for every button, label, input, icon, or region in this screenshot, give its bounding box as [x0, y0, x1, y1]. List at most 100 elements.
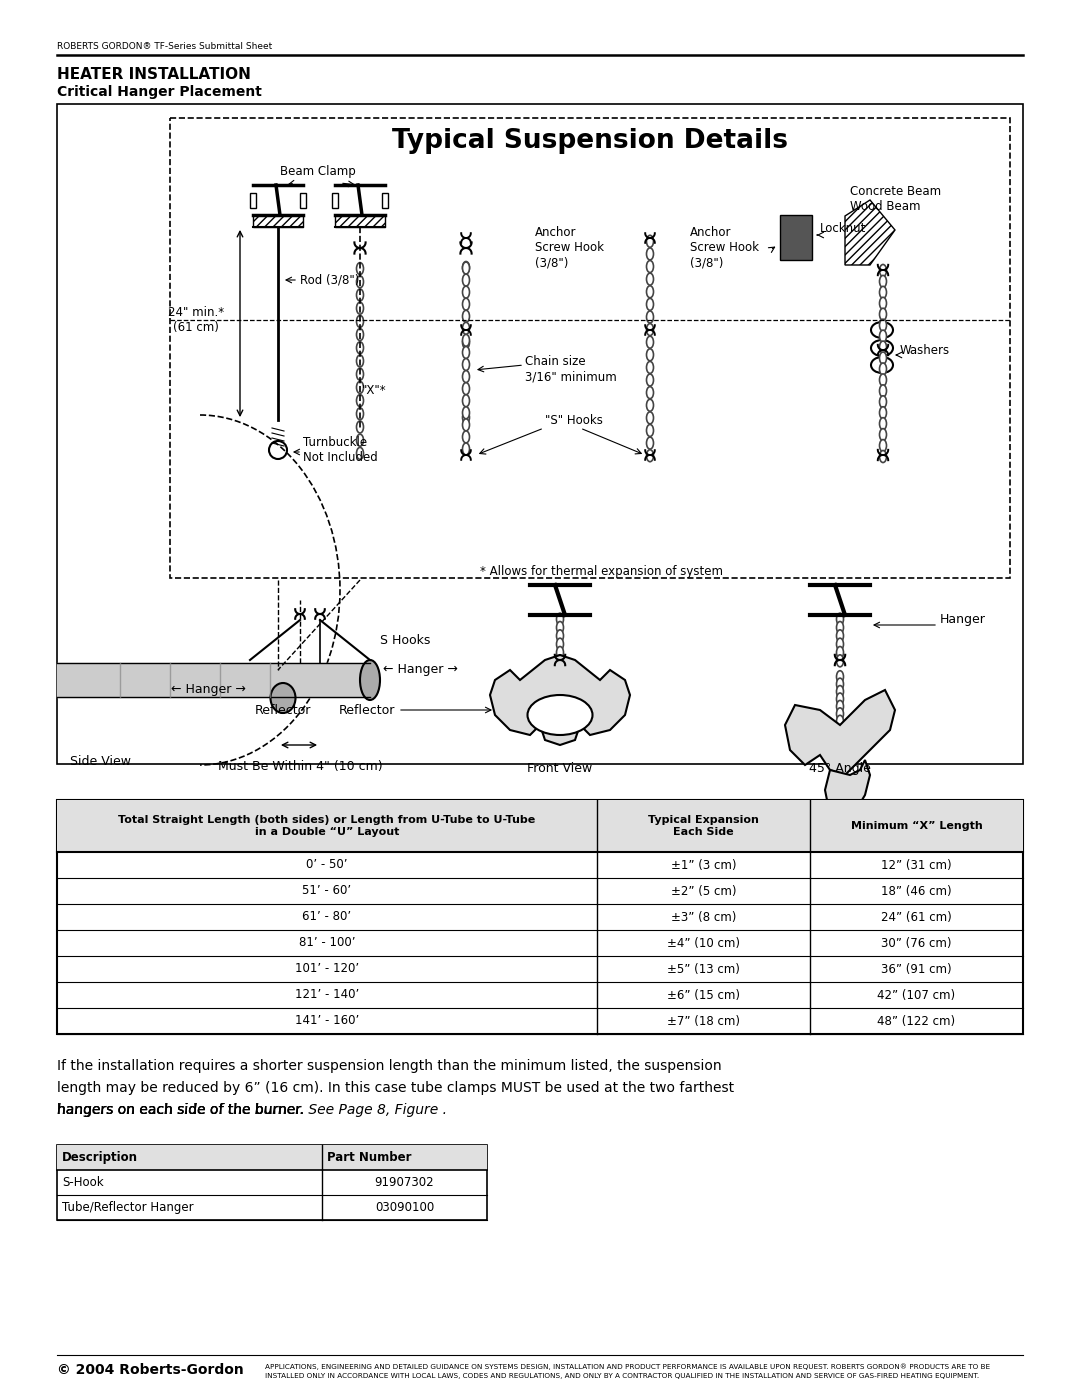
Ellipse shape [462, 346, 470, 359]
Ellipse shape [556, 676, 564, 687]
Bar [170, 117, 1010, 578]
Text: 42” (107 cm): 42” (107 cm) [877, 989, 956, 1002]
Ellipse shape [879, 363, 887, 374]
Ellipse shape [462, 407, 470, 419]
Ellipse shape [879, 298, 887, 309]
Ellipse shape [356, 316, 364, 327]
Bar [57, 103, 1023, 764]
Text: S-Hook: S-Hook [62, 1176, 104, 1189]
Text: Part Number: Part Number [327, 1151, 411, 1164]
Ellipse shape [879, 352, 887, 365]
Text: Locknut: Locknut [820, 222, 866, 235]
Text: Anchor
Screw Hook
(3/8"): Anchor Screw Hook (3/8") [535, 226, 604, 270]
Ellipse shape [837, 630, 843, 641]
Ellipse shape [870, 339, 893, 356]
Text: ±3” (8 cm): ±3” (8 cm) [671, 911, 737, 923]
Ellipse shape [356, 394, 364, 407]
Polygon shape [825, 760, 870, 835]
Ellipse shape [837, 671, 843, 683]
Ellipse shape [462, 395, 470, 407]
Text: Critical Hanger Placement: Critical Hanger Placement [57, 85, 261, 99]
Ellipse shape [462, 310, 470, 323]
Ellipse shape [879, 275, 887, 288]
Ellipse shape [462, 412, 470, 423]
Ellipse shape [837, 638, 843, 650]
Text: 61’ - 80’: 61’ - 80’ [302, 911, 352, 923]
Ellipse shape [360, 659, 380, 700]
Text: Description: Description [62, 1151, 138, 1164]
Ellipse shape [356, 369, 364, 380]
Text: ±6” (15 cm): ±6” (15 cm) [667, 989, 740, 1002]
Text: length may be reduced by 6” (16 cm). In this case tube clamps MUST be used at th: length may be reduced by 6” (16 cm). In … [57, 1081, 734, 1095]
Ellipse shape [462, 298, 470, 310]
Bar [57, 800, 1023, 852]
Text: Anchor
Screw Hook
(3/8"): Anchor Screw Hook (3/8") [690, 226, 759, 270]
Ellipse shape [462, 323, 470, 334]
Ellipse shape [879, 450, 887, 462]
Ellipse shape [879, 384, 887, 397]
Ellipse shape [837, 708, 843, 719]
Ellipse shape [879, 395, 887, 408]
Text: 121’ - 140’: 121’ - 140’ [295, 989, 360, 1002]
Text: Reflector: Reflector [339, 704, 395, 717]
Ellipse shape [879, 264, 887, 277]
Text: Reflector: Reflector [255, 704, 311, 717]
Bar [57, 1146, 487, 1171]
Ellipse shape [462, 430, 470, 443]
Text: 03090100: 03090100 [375, 1201, 434, 1214]
Text: ±4” (10 cm): ±4” (10 cm) [667, 936, 740, 950]
Ellipse shape [356, 355, 364, 367]
Text: 141’ - 160’: 141’ - 160’ [295, 1014, 360, 1028]
Text: ← Hanger →: ← Hanger → [382, 664, 458, 676]
Ellipse shape [356, 381, 364, 394]
Text: Washers: Washers [900, 344, 950, 356]
Text: 48” (122 cm): 48” (122 cm) [877, 1014, 956, 1028]
Ellipse shape [462, 370, 470, 383]
Text: "X"*: "X"* [362, 384, 387, 397]
Text: 51’ - 60’: 51’ - 60’ [302, 884, 352, 897]
Text: hangers on each side of the burner. See Page 8, Figure .: hangers on each side of the burner. See … [57, 1104, 447, 1118]
Ellipse shape [879, 330, 887, 342]
Text: hangers on each side of the burner.: hangers on each side of the burner. [57, 1104, 309, 1118]
Text: 12” (31 cm): 12” (31 cm) [881, 859, 951, 872]
Text: 101’ - 120’: 101’ - 120’ [295, 963, 359, 975]
Bar [57, 1146, 487, 1220]
Ellipse shape [462, 383, 470, 395]
Ellipse shape [556, 613, 564, 626]
Ellipse shape [879, 319, 887, 331]
Text: ±1” (3 cm): ±1” (3 cm) [671, 859, 737, 872]
Ellipse shape [462, 337, 470, 348]
Ellipse shape [462, 443, 470, 455]
Ellipse shape [647, 299, 653, 310]
Ellipse shape [879, 309, 887, 320]
Ellipse shape [462, 334, 470, 346]
Ellipse shape [879, 407, 887, 419]
Ellipse shape [462, 419, 470, 430]
Ellipse shape [647, 260, 653, 272]
Ellipse shape [647, 274, 653, 285]
Ellipse shape [837, 678, 843, 690]
Ellipse shape [647, 437, 653, 448]
Text: APPLICATIONS, ENGINEERING AND DETAILED GUIDANCE ON SYSTEMS DESIGN, INSTALLATION : APPLICATIONS, ENGINEERING AND DETAILED G… [265, 1363, 990, 1369]
Bar [57, 800, 1023, 1034]
Text: Concrete Beam
Wood Beam: Concrete Beam Wood Beam [850, 184, 941, 212]
Text: 24" min.*
(61 cm): 24" min.* (61 cm) [167, 306, 224, 334]
Text: ROBERTS GORDON® TF-Series Submittal Sheet: ROBERTS GORDON® TF-Series Submittal Shee… [57, 42, 272, 52]
Ellipse shape [356, 263, 364, 275]
Ellipse shape [647, 286, 653, 298]
Text: 45° Angle: 45° Angle [809, 761, 870, 775]
Bar [300, 193, 306, 208]
Text: 18” (46 cm): 18” (46 cm) [881, 884, 951, 897]
Bar [335, 215, 384, 226]
Ellipse shape [356, 447, 364, 460]
Text: Hanger: Hanger [940, 613, 986, 626]
Ellipse shape [647, 312, 653, 323]
Text: ← Hanger →: ← Hanger → [171, 683, 245, 697]
Ellipse shape [879, 418, 887, 430]
Ellipse shape [556, 622, 564, 633]
Text: 0’ - 50’: 0’ - 50’ [307, 859, 348, 872]
Ellipse shape [356, 328, 364, 341]
Ellipse shape [356, 275, 364, 288]
Ellipse shape [647, 374, 653, 386]
Ellipse shape [647, 412, 653, 423]
